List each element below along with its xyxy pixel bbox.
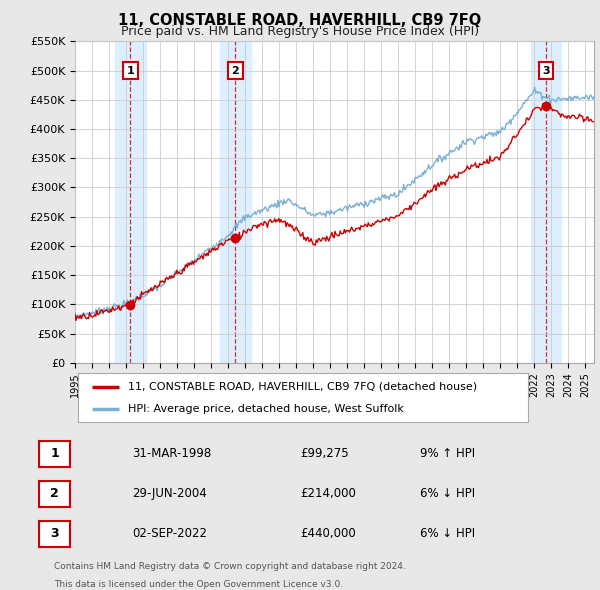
Bar [220,41,251,363]
Text: Contains HM Land Registry data © Crown copyright and database right 2024.: Contains HM Land Registry data © Crown c… [54,562,406,571]
Text: 29-JUN-2004: 29-JUN-2004 [132,487,207,500]
Text: 1: 1 [127,65,134,76]
Text: 31-MAR-1998: 31-MAR-1998 [132,447,211,460]
Text: This data is licensed under the Open Government Licence v3.0.: This data is licensed under the Open Gov… [54,580,343,589]
Text: 2: 2 [232,65,239,76]
Text: Price paid vs. HM Land Registry's House Price Index (HPI): Price paid vs. HM Land Registry's House … [121,25,479,38]
Text: 2: 2 [50,487,59,500]
Text: 3: 3 [50,527,59,540]
Text: 3: 3 [542,65,550,76]
Bar [530,41,561,363]
Text: 9% ↑ HPI: 9% ↑ HPI [420,447,475,460]
Text: £214,000: £214,000 [300,487,356,500]
Text: 11, CONSTABLE ROAD, HAVERHILL, CB9 7FQ (detached house): 11, CONSTABLE ROAD, HAVERHILL, CB9 7FQ (… [128,382,476,392]
Text: 6% ↓ HPI: 6% ↓ HPI [420,487,475,500]
Text: 02-SEP-2022: 02-SEP-2022 [132,527,207,540]
Text: £440,000: £440,000 [300,527,356,540]
Text: HPI: Average price, detached house, West Suffolk: HPI: Average price, detached house, West… [128,404,403,414]
Text: 1: 1 [50,447,59,460]
Text: 11, CONSTABLE ROAD, HAVERHILL, CB9 7FQ: 11, CONSTABLE ROAD, HAVERHILL, CB9 7FQ [118,13,482,28]
Bar [115,41,146,363]
Text: 6% ↓ HPI: 6% ↓ HPI [420,527,475,540]
Text: £99,275: £99,275 [300,447,349,460]
